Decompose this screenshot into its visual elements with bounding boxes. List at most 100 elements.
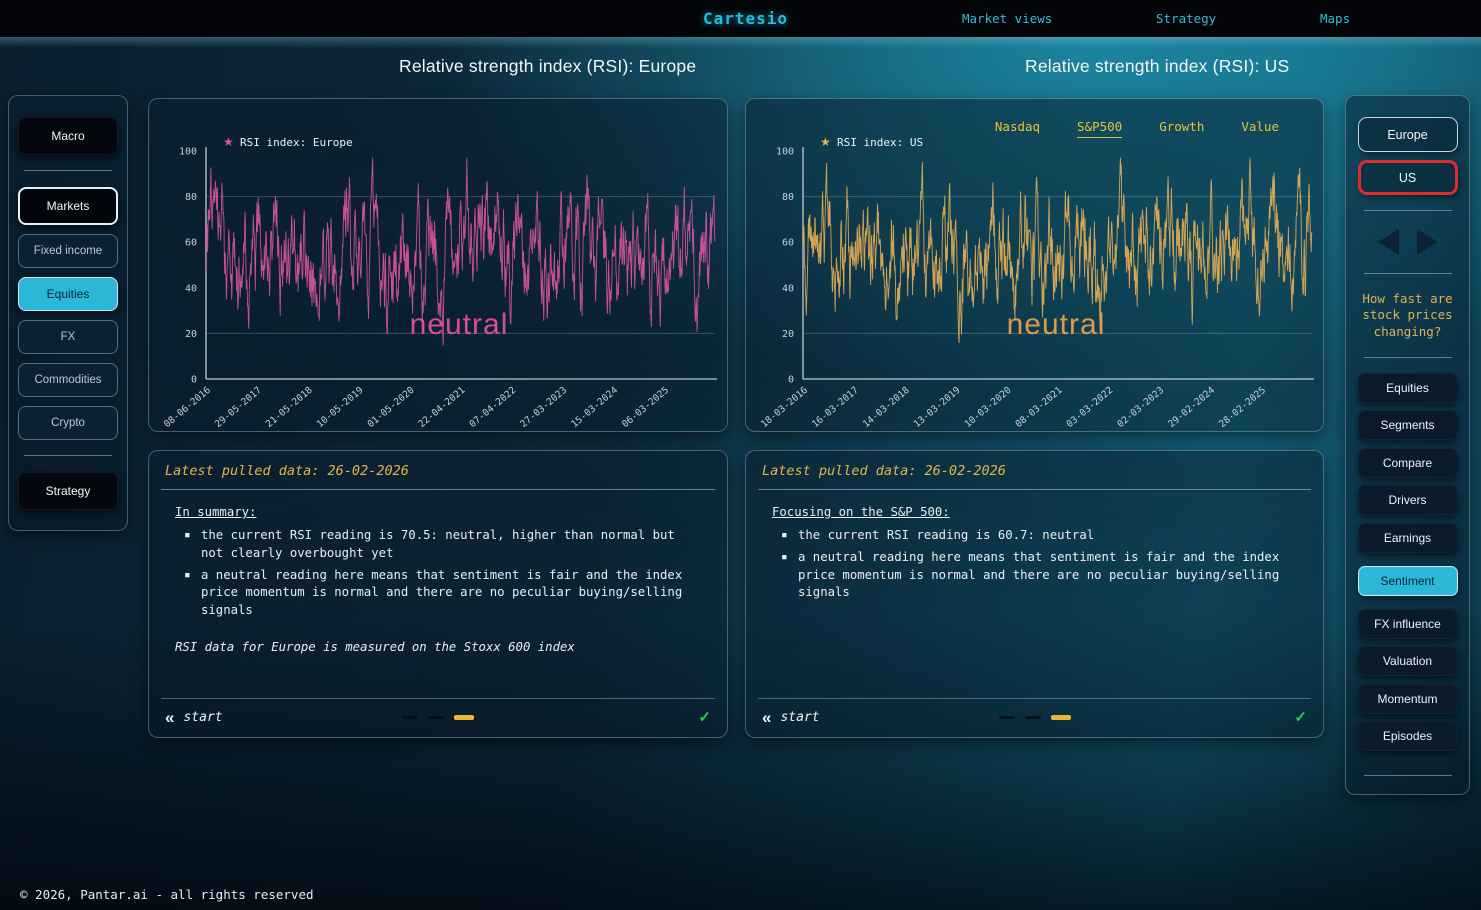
nav-item-market-views[interactable]: Market views <box>962 11 1053 26</box>
europe-summary-card: Latest pulled data: 26-02-2026 In summar… <box>148 450 728 738</box>
chart-nav-arrows <box>1377 229 1438 255</box>
next-arrow-icon[interactable] <box>1416 229 1438 255</box>
us-back-to-start-button[interactable]: « start <box>762 709 820 726</box>
svg-text:07-04-2022: 07-04-2022 <box>467 385 518 430</box>
analysis-button-momentum[interactable]: Momentum <box>1357 683 1458 714</box>
svg-text:60: 60 <box>185 238 197 249</box>
sidebar-item-markets[interactable]: Markets <box>18 186 118 225</box>
footer-divider <box>758 698 1311 699</box>
main-stage: Relative strength index (RSI): Europe Re… <box>0 37 1481 910</box>
svg-text:0: 0 <box>191 375 197 386</box>
left-sidebar: Macro Markets Fixed income Equities FX Commod… <box>8 95 128 531</box>
legend-star-icon: ★ <box>223 135 234 149</box>
svg-text:15-03-2024: 15-03-2024 <box>569 385 620 430</box>
europe-latest-data-header: Latest pulled data: 26-02-2026 <box>165 463 409 479</box>
checkmark-icon: ✓ <box>1294 709 1307 726</box>
sidebar-item-crypto[interactable]: Crypto <box>18 405 118 440</box>
copyright-text: © 2026, Pantar.ai - all rights reserved <box>20 887 314 902</box>
sidebar-item-strategy[interactable]: Strategy <box>18 471 118 510</box>
bullet-item: a neutral reading here means that sentim… <box>177 567 693 620</box>
question-text: How fast are stock prices changing? <box>1362 291 1453 339</box>
svg-text:01-05-2020: 01-05-2020 <box>366 385 417 430</box>
page-dash-1[interactable] <box>402 715 418 719</box>
region-button-group: Europe US <box>1357 113 1458 199</box>
double-chevron-left-icon: « <box>762 707 772 727</box>
svg-text:13-03-2019: 13-03-2019 <box>912 385 963 430</box>
svg-text:16-03-2017: 16-03-2017 <box>810 385 861 430</box>
analysis-button-drivers[interactable]: Drivers <box>1357 485 1458 516</box>
regime-annotation: neutral <box>410 308 509 341</box>
analysis-button-compare[interactable]: Compare <box>1357 447 1458 478</box>
sidebar-item-commodities[interactable]: Commodities <box>18 362 118 397</box>
header-divider <box>758 489 1311 490</box>
europe-back-to-start-button[interactable]: « start <box>165 709 223 726</box>
legend-label: RSI index: Europe <box>240 136 353 149</box>
svg-text:20: 20 <box>782 329 794 340</box>
svg-text:21-05-2018: 21-05-2018 <box>264 385 315 430</box>
app-logo[interactable]: Cartesio <box>703 9 789 28</box>
svg-text:06-03-2025: 06-03-2025 <box>620 385 671 430</box>
divider <box>1363 210 1452 211</box>
footer-divider <box>161 698 715 699</box>
europe-chart-card: 0 20 40 60 80 100 08-06-2016 29-05-2017 21-05-20… <box>148 98 728 432</box>
page-title-europe: Relative strength index (RSI): Europe <box>399 56 697 76</box>
bullet-item: a neutral reading here means that sentim… <box>774 549 1290 602</box>
sidebar-item-fx[interactable]: FX <box>18 319 118 354</box>
svg-text:100: 100 <box>776 147 794 158</box>
svg-text:03-03-2022: 03-03-2022 <box>1064 385 1115 430</box>
nav-item-maps[interactable]: Maps <box>1320 11 1351 26</box>
us-summary-card: Latest pulled data: 26-02-2026 Focusing … <box>745 450 1324 738</box>
analysis-button-valuation[interactable]: Valuation <box>1357 646 1458 677</box>
nav-item-strategy[interactable]: Strategy <box>1156 11 1217 26</box>
europe-summary-bullets: the current RSI reading is 70.5: neutral… <box>177 527 709 620</box>
checkmark-icon: ✓ <box>698 709 711 726</box>
header-divider <box>161 489 715 490</box>
analysis-button-earnings[interactable]: Earnings <box>1357 522 1458 553</box>
divider <box>1363 273 1452 274</box>
tab-nasdaq[interactable]: Nasdaq <box>994 119 1041 134</box>
right-sidebar: Europe US How fast are stock prices chang… <box>1345 95 1470 795</box>
page-dash-2[interactable] <box>428 715 444 719</box>
svg-text:08-06-2016: 08-06-2016 <box>162 385 213 430</box>
analysis-button-segments[interactable]: Segments <box>1357 410 1458 441</box>
page-title-us: Relative strength index (RSI): US <box>1025 56 1290 76</box>
analysis-button-episodes[interactable]: Episodes <box>1357 721 1458 752</box>
tab-s-p500[interactable]: S&P500 <box>1077 119 1123 138</box>
legend-star-icon: ★ <box>820 135 831 149</box>
svg-text:10-03-2020: 10-03-2020 <box>963 385 1014 430</box>
analysis-button-equities[interactable]: Equities <box>1357 372 1458 403</box>
back-label: start <box>183 709 223 725</box>
back-label: start <box>780 709 820 725</box>
legend-label: RSI index: US <box>837 136 923 149</box>
tab-value[interactable]: Value <box>1241 119 1279 134</box>
us-summary-bullets: the current RSI reading is 60.7: neutral… <box>774 527 1305 602</box>
svg-text:18-03-2016: 18-03-2016 <box>759 385 810 430</box>
us-summary-heading: Focusing on the S&P 500: <box>772 505 950 519</box>
divider <box>24 455 112 456</box>
divider <box>24 170 112 171</box>
page-dash-3[interactable] <box>454 714 474 720</box>
sidebar-item-fixed-income[interactable]: Fixed income <box>18 233 118 268</box>
sidebar-item-equities[interactable]: Equities <box>18 276 118 311</box>
svg-text:08-03-2021: 08-03-2021 <box>1014 385 1065 430</box>
page-dash-1[interactable] <box>998 715 1015 719</box>
page-dash-2[interactable] <box>1024 715 1041 719</box>
tab-growth[interactable]: Growth <box>1159 119 1205 134</box>
regime-annotation: neutral <box>1007 308 1106 341</box>
svg-text:0: 0 <box>788 375 794 386</box>
sidebar-item-macro[interactable]: Macro <box>18 116 118 155</box>
page-dash-3[interactable] <box>1050 714 1071 720</box>
bullet-item: the current RSI reading is 70.5: neutral… <box>177 527 693 563</box>
svg-text:80: 80 <box>185 192 197 203</box>
analysis-button-fx-influence[interactable]: FX influence <box>1357 608 1458 639</box>
svg-text:29-05-2017: 29-05-2017 <box>213 385 264 430</box>
analysis-button-sentiment[interactable]: Sentiment <box>1357 565 1458 596</box>
europe-pagination <box>402 714 474 720</box>
europe-rsi-chart: 0 20 40 60 80 100 08-06-2016 29-05-2017 21-05-20… <box>162 135 717 430</box>
region-button-europe[interactable]: Europe <box>1357 117 1458 152</box>
previous-arrow-icon[interactable] <box>1377 229 1399 255</box>
region-button-us[interactable]: US <box>1357 160 1458 195</box>
us-chart-card: 0 20 40 60 80 100 18-03-2016 16-03-2017 14-03-20… <box>745 98 1324 432</box>
svg-text:14-03-2018: 14-03-2018 <box>861 385 912 430</box>
svg-text:29-02-2024: 29-02-2024 <box>1166 385 1217 430</box>
